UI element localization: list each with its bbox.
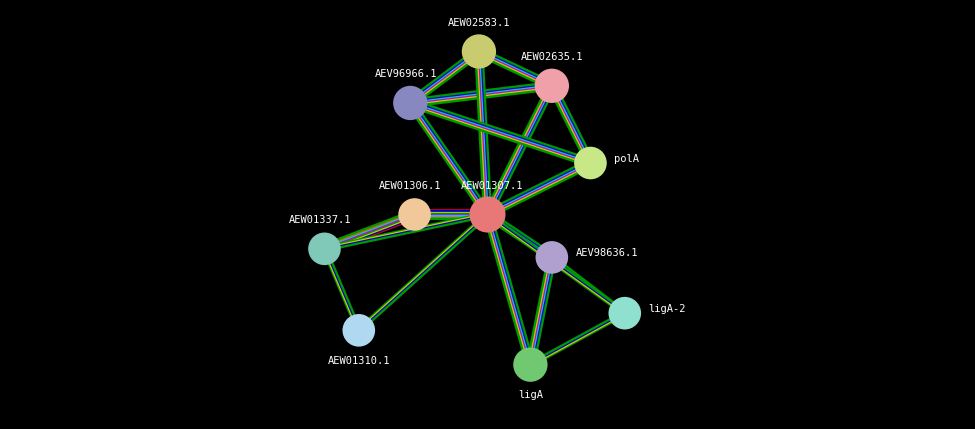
Text: AEV96966.1: AEV96966.1	[374, 69, 437, 79]
Text: polA: polA	[614, 154, 639, 164]
Text: AEW02583.1: AEW02583.1	[448, 18, 510, 28]
Text: ligA: ligA	[518, 390, 543, 400]
Circle shape	[608, 297, 642, 329]
Circle shape	[308, 233, 341, 265]
Circle shape	[393, 86, 427, 120]
Text: AEW01310.1: AEW01310.1	[328, 356, 390, 366]
Text: AEW01307.1: AEW01307.1	[460, 181, 523, 191]
Circle shape	[574, 147, 606, 179]
Text: AEV98636.1: AEV98636.1	[575, 248, 638, 258]
Text: AEW01306.1: AEW01306.1	[379, 181, 442, 191]
Circle shape	[534, 69, 569, 103]
Circle shape	[398, 198, 431, 231]
Text: ligA-2: ligA-2	[648, 304, 685, 314]
Circle shape	[342, 314, 375, 347]
Text: AEW01337.1: AEW01337.1	[289, 215, 351, 225]
Circle shape	[535, 241, 568, 274]
Circle shape	[513, 347, 548, 382]
Text: AEW02635.1: AEW02635.1	[521, 52, 583, 62]
Circle shape	[470, 196, 505, 233]
Circle shape	[462, 34, 496, 69]
